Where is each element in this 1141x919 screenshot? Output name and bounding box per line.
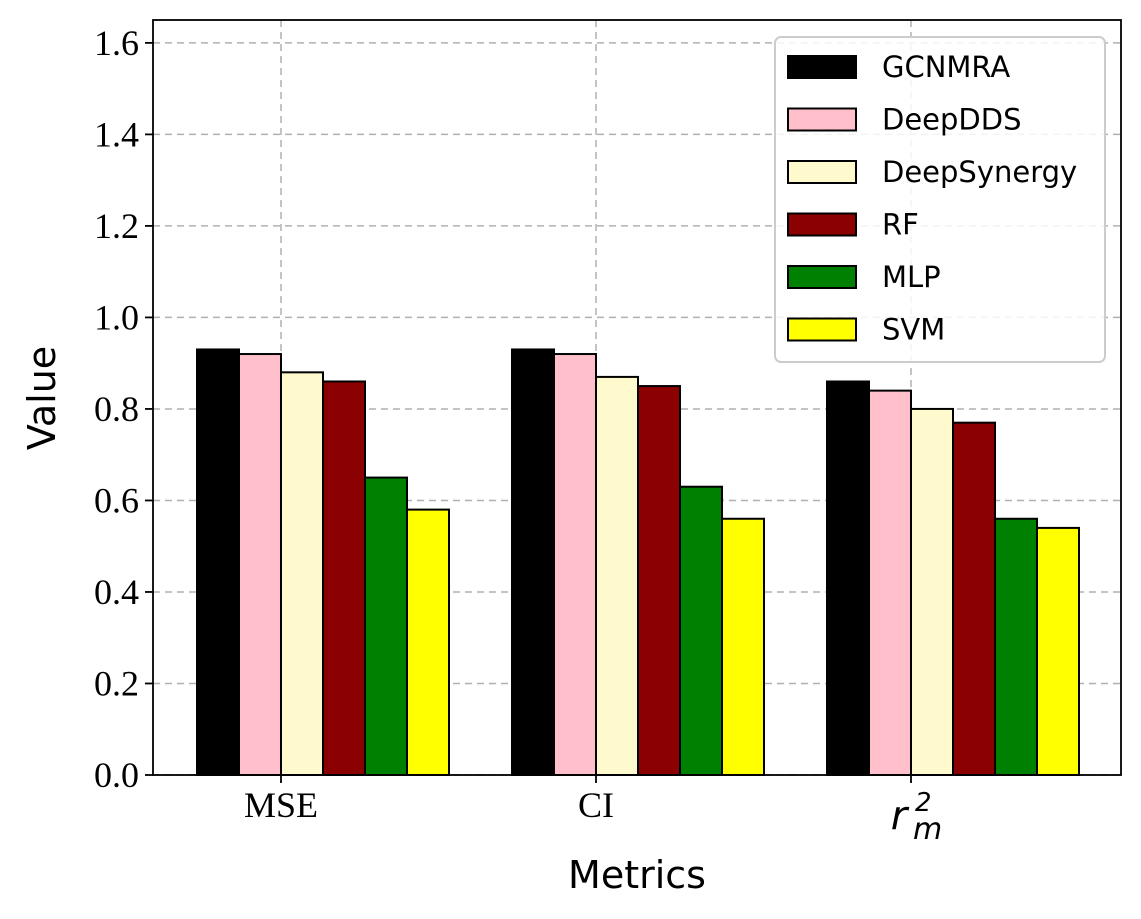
bar-deepsynergy-2	[595, 375, 639, 776]
y-tick-label: 0.6	[94, 480, 139, 520]
x-tick-label: CI	[578, 785, 614, 825]
legend-swatch-deepdds	[787, 107, 857, 132]
y-tick-label: 1.4	[94, 114, 139, 154]
bar-mlp-1	[364, 476, 408, 776]
bar-rf-1	[322, 380, 366, 776]
bar-gcnmra-3	[826, 380, 870, 776]
bar-svm-3	[1036, 526, 1080, 777]
y-tick-label: 1.2	[94, 206, 139, 246]
legend-label-deepsynergy: DeepSynergy	[882, 155, 1077, 189]
legend-label-deepdds: DeepDDS	[882, 103, 1022, 137]
bar-gcnmra-2	[511, 348, 555, 776]
bar-deepdds-2	[553, 353, 597, 776]
legend-label-gcnmra: GCNMRA	[882, 50, 1010, 84]
legend-label-mlp: MLP	[882, 260, 941, 294]
x-tick-label: MSE	[244, 785, 318, 825]
bar-svm-2	[721, 517, 765, 776]
legend-swatch-mlp	[787, 265, 857, 289]
x-axis: MSE CI r 2m	[244, 775, 942, 847]
svg-text:m: m	[913, 812, 942, 847]
legend-swatch-svm	[787, 317, 857, 342]
y-tick-label: 0.0	[94, 755, 139, 795]
legend-swatch-rf	[787, 212, 857, 237]
bar-deepsynergy-3	[910, 407, 954, 776]
y-tick-label: 0.8	[94, 389, 139, 429]
svg-text:2: 2	[915, 788, 932, 818]
bar-deepdds-1	[238, 353, 282, 776]
bar-deepsynergy-1	[280, 371, 324, 776]
y-tick-label: 1.0	[94, 297, 139, 337]
svg-text:r: r	[891, 793, 910, 839]
bar-mlp-3	[994, 517, 1038, 776]
bar-gcnmra-1	[196, 348, 240, 776]
legend-swatch-gcnmra	[787, 55, 857, 79]
legend: GCNMRA DeepDDS DeepSynergy RF MLP SVM	[774, 36, 1106, 363]
legend-swatch-deepsynergy	[787, 160, 857, 184]
y-axis: 0.0 0.2 0.4 0.6 0.8 1.0 1.2 1.4 1.6	[94, 23, 153, 795]
bar-rf-3	[952, 421, 996, 776]
legend-box	[774, 36, 1106, 363]
bar-svm-1	[406, 508, 450, 776]
y-tick-label: 1.6	[94, 23, 139, 63]
bar-mlp-2	[679, 485, 723, 776]
y-tick-label: 0.2	[94, 663, 139, 703]
bar-deepdds-3	[868, 389, 912, 776]
x-tick-label: r 2m	[891, 788, 942, 847]
y-tick-label: 0.4	[94, 572, 139, 612]
plot-frame	[152, 19, 1122, 776]
x-axis-title: Metrics	[568, 853, 706, 897]
y-axis-title: Value	[20, 346, 64, 450]
legend-label-rf: RF	[882, 208, 919, 242]
legend-label-svm: SVM	[882, 313, 945, 347]
bar-rf-2	[637, 385, 681, 776]
bars	[196, 348, 1080, 777]
